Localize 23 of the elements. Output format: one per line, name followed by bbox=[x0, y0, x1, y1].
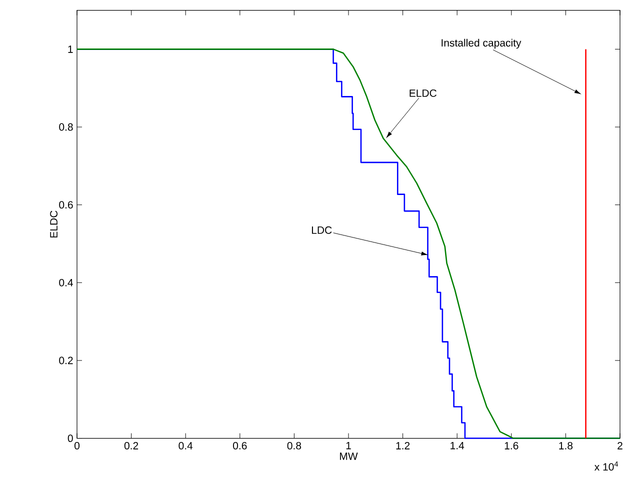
x-tick-label: 2 bbox=[618, 442, 622, 450]
x-tick-label: 1.2 bbox=[396, 442, 410, 450]
annotation: Installed capacity bbox=[442, 38, 522, 49]
y-tick-label: 0.8 bbox=[59, 123, 73, 131]
y-tick-label: 0.6 bbox=[59, 201, 73, 209]
annotation: LDC bbox=[312, 226, 332, 234]
x-axis-title: MW bbox=[340, 452, 358, 460]
x-tick-label: 1.4 bbox=[450, 442, 464, 450]
x-tick-label: 0 bbox=[74, 442, 80, 450]
y-tick-label: 0.4 bbox=[59, 278, 73, 286]
text: x 10$^{4}$ bbox=[594, 461, 618, 471]
x-tick-label: 0.2 bbox=[124, 442, 138, 450]
annotation: ELDC bbox=[410, 89, 436, 97]
x-tick-label: 1 bbox=[346, 442, 351, 450]
x-tick-label: 1.6 bbox=[504, 442, 518, 450]
x-tick-label: 0.6 bbox=[233, 442, 247, 450]
y-axis-title: ELDC bbox=[50, 210, 58, 238]
y-tick-label: 0 bbox=[68, 434, 73, 442]
x-tick-label: 1.8 bbox=[559, 442, 573, 450]
y-tick-label: 1 bbox=[68, 46, 73, 53]
x-tick-label: 0.4 bbox=[178, 442, 193, 450]
y-tick-label: 0.2 bbox=[59, 356, 73, 364]
x-tick-label: 0.8 bbox=[287, 442, 302, 450]
